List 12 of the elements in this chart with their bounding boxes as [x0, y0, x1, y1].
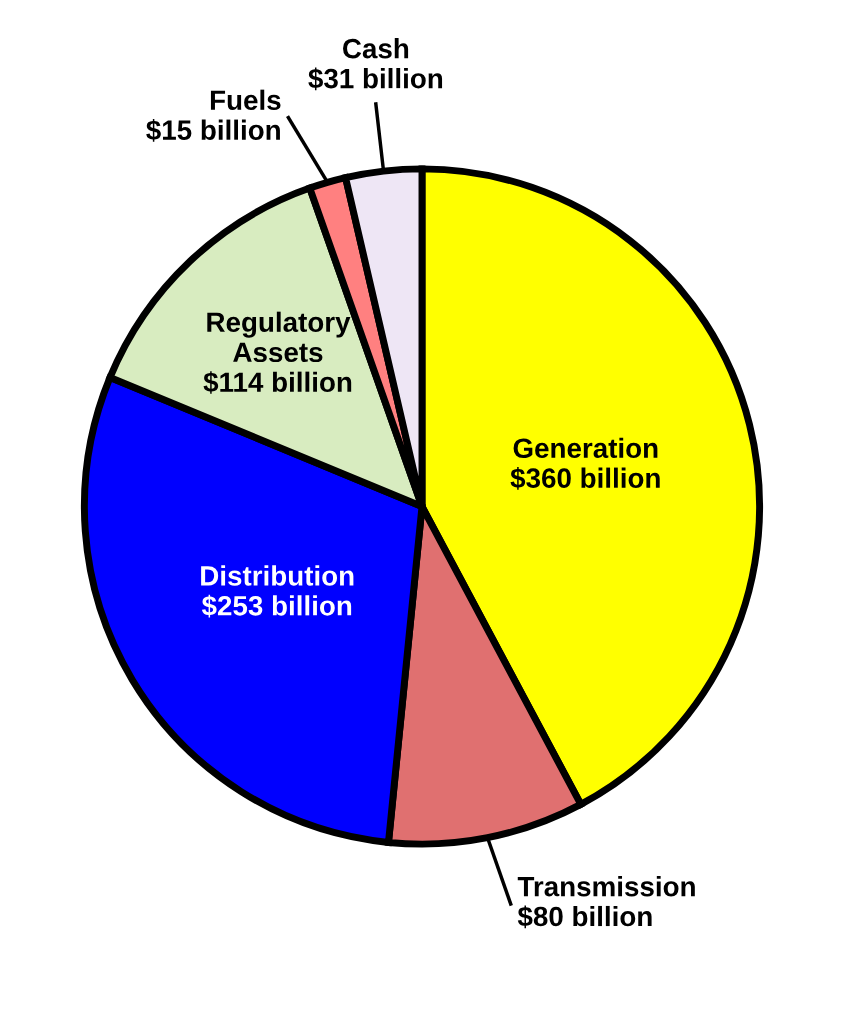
- data-label: $253 billion: [201, 594, 352, 618]
- slice-label: Fuels: [210, 89, 281, 111]
- data-label: $31 billion: [308, 67, 443, 91]
- data-label: $114 billion: [203, 371, 352, 394]
- data-label: $360 billion: [510, 467, 660, 490]
- slice-label: Distribution: [201, 565, 354, 586]
- slice-label: Generation: [513, 437, 658, 459]
- slice-label: Transmission: [517, 876, 695, 897]
- data-label: $80 billion: [517, 905, 652, 929]
- slice-label: Regulatory Assets: [207, 311, 351, 363]
- data-label: $15 billion: [146, 119, 280, 142]
- slice-label: Cash: [343, 38, 409, 59]
